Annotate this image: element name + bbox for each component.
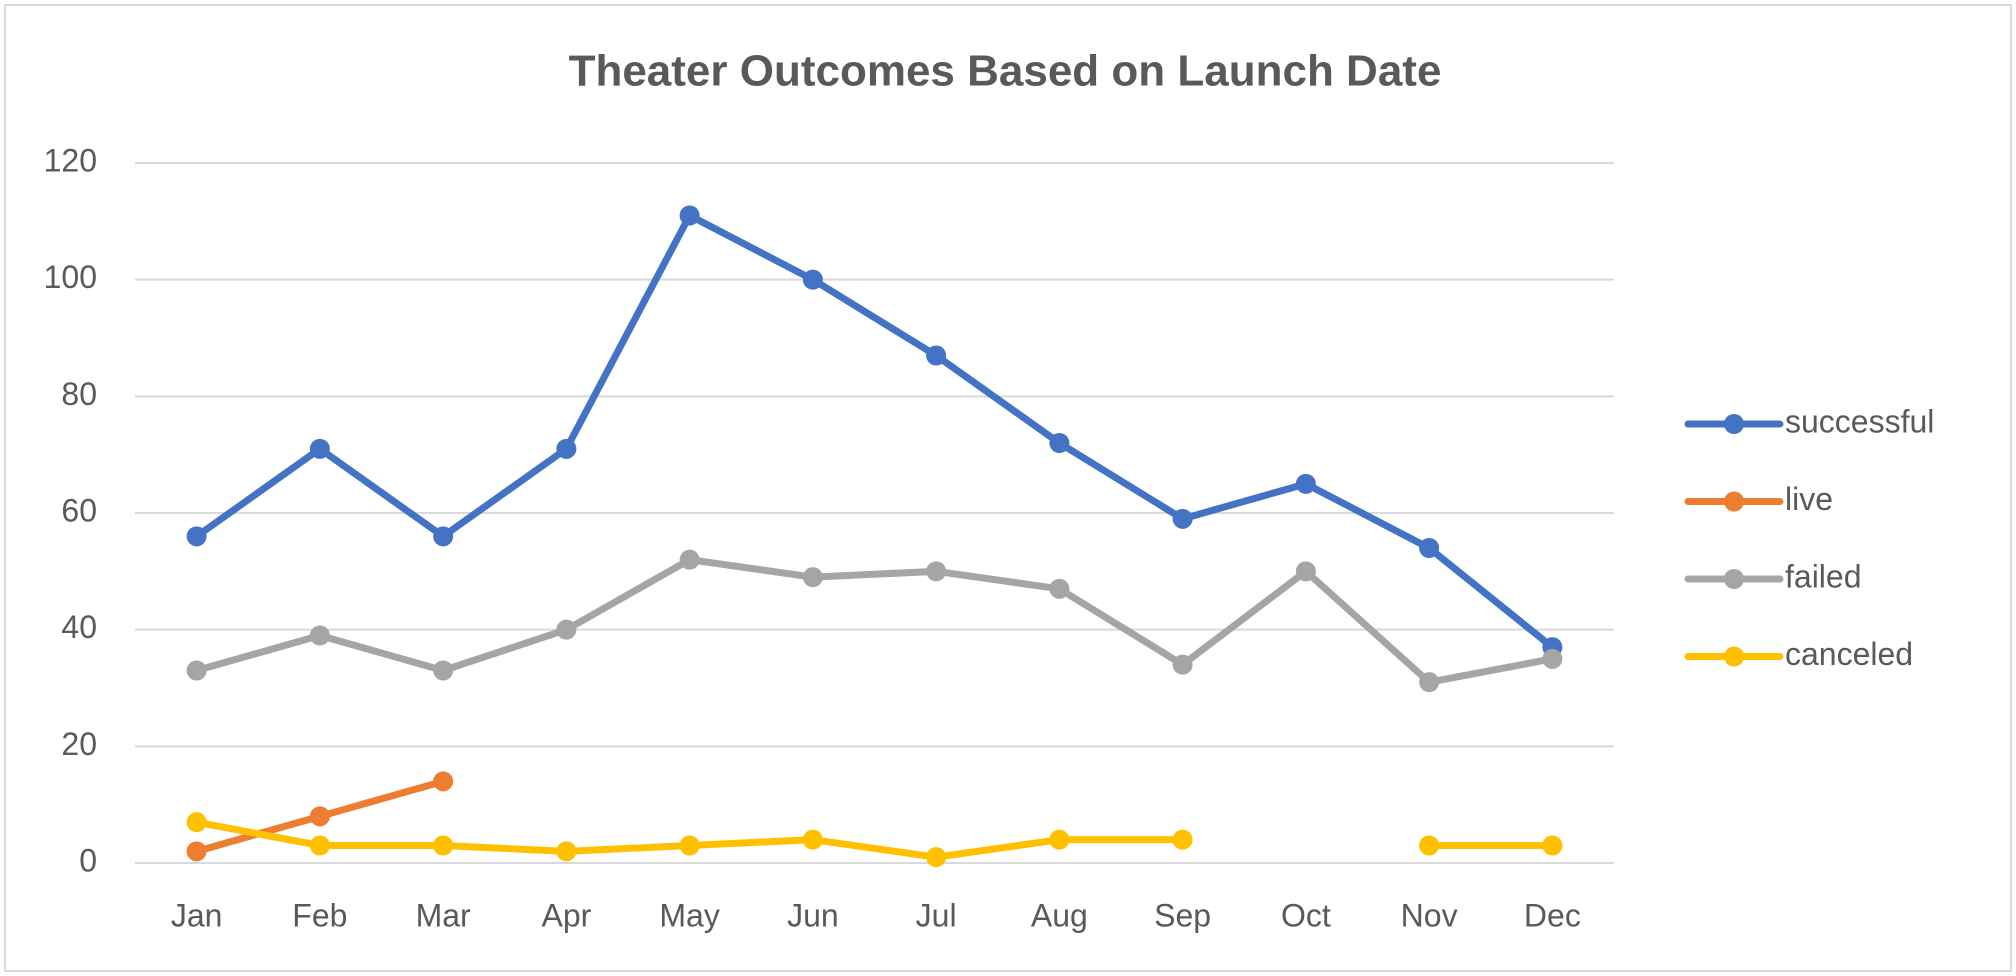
data-point [679, 549, 700, 570]
x-tick-label: Feb [292, 897, 347, 933]
data-point [802, 829, 823, 850]
x-tick-label: Aug [1031, 897, 1088, 933]
data-point [802, 269, 823, 290]
data-point [1049, 829, 1070, 850]
data-point [556, 438, 577, 459]
data-point [433, 835, 454, 856]
data-point [679, 835, 700, 856]
x-tick-label: Oct [1281, 897, 1331, 933]
x-tick-label: Apr [541, 897, 591, 933]
data-point [1542, 835, 1563, 856]
y-tick-label: 20 [61, 726, 97, 762]
data-point [1049, 433, 1070, 453]
legend-label: live [1785, 481, 1833, 517]
legend-label: canceled [1785, 636, 1913, 672]
data-point [1542, 648, 1563, 669]
data-point [926, 847, 947, 868]
data-point [1295, 561, 1316, 582]
series-line [193, 556, 1556, 686]
x-tick-label: May [659, 897, 719, 933]
x-tick-label: Jan [171, 897, 223, 933]
data-point [309, 835, 330, 856]
y-tick-label: 120 [44, 142, 97, 178]
legend-marker [1724, 491, 1744, 512]
legend-marker [1724, 569, 1744, 589]
x-tick-label: Mar [416, 897, 471, 933]
x-tick-label: Jul [916, 897, 957, 933]
data-point [186, 841, 207, 862]
x-tick-label: Nov [1401, 897, 1458, 933]
data-point [186, 812, 207, 833]
data-point [309, 625, 330, 646]
legend-label: failed [1785, 558, 1862, 594]
data-point [802, 567, 823, 588]
data-point [926, 561, 947, 582]
chart-title: Theater Outcomes Based on Launch Date [569, 47, 1442, 96]
data-point [1172, 829, 1193, 850]
data-point [679, 205, 700, 226]
x-tick-label: Dec [1524, 897, 1581, 933]
x-tick-label: Sep [1154, 897, 1211, 933]
y-tick-label: 0 [79, 842, 97, 878]
data-point [186, 526, 207, 547]
y-tick-label: 40 [61, 609, 97, 645]
data-point [556, 619, 577, 640]
data-point [1419, 835, 1440, 856]
data-point [926, 345, 947, 366]
data-point [186, 660, 207, 681]
legend-marker [1724, 646, 1744, 667]
legend-marker [1724, 414, 1744, 434]
y-tick-label: 60 [61, 492, 97, 528]
chart-border [4, 4, 2012, 972]
x-tick-label: Jun [787, 897, 839, 933]
data-point [309, 438, 330, 459]
data-point [556, 841, 577, 862]
y-tick-label: 100 [44, 259, 97, 295]
data-point [309, 806, 330, 827]
data-point [1419, 672, 1440, 693]
data-point [1419, 538, 1440, 558]
data-point [433, 526, 454, 547]
y-tick-label: 80 [61, 376, 97, 412]
data-point [433, 660, 454, 681]
legend-label: successful [1785, 403, 1934, 439]
data-point [433, 771, 454, 792]
data-point [1172, 508, 1193, 529]
series-line [193, 212, 1556, 651]
data-point [1295, 473, 1316, 494]
data-point [1049, 578, 1070, 599]
data-point [1172, 654, 1193, 675]
